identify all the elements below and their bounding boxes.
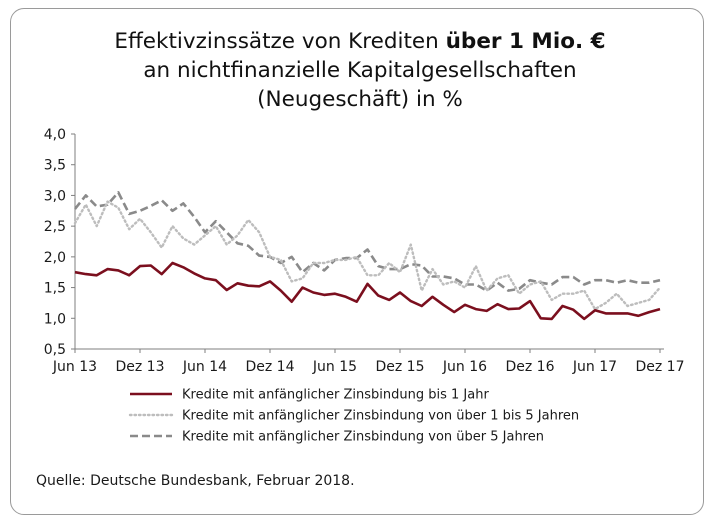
chart-title: Effektivzinssätze von Krediten über 1 Mi… xyxy=(20,27,700,114)
source-note: Quelle: Deutsche Bundesbank, Februar 201… xyxy=(36,473,355,489)
y-tick-label: 2,0 xyxy=(44,250,66,266)
series-line-3 xyxy=(73,191,661,292)
series-line-2 xyxy=(73,200,662,311)
chart-frame xyxy=(10,8,704,515)
x-tick-label: Jun 14 xyxy=(182,359,227,375)
title-line-1: Effektivzinssätze von Krediten über 1 Mi… xyxy=(20,27,700,56)
legend-label-1: Kredite mit anfänglicher Zinsbindung bis… xyxy=(182,388,489,403)
legend-label-2: Kredite mit anfänglicher Zinsbindung von… xyxy=(182,409,579,424)
y-tick-label: 3,0 xyxy=(44,188,66,204)
y-tick-label: 1,0 xyxy=(44,311,66,327)
title-line-2: an nichtfinanzielle Kapitalgesellschafte… xyxy=(143,58,577,83)
y-tick-label: 4,0 xyxy=(44,127,66,143)
legend-label-3: Kredite mit anfänglicher Zinsbindung von… xyxy=(182,430,544,445)
title-line-3: (Neugeschäft) in % xyxy=(257,87,463,112)
x-tick-label: Dez 15 xyxy=(375,359,424,375)
x-tick-label: Dez 16 xyxy=(505,359,554,375)
y-tick-label: 0,5 xyxy=(44,342,66,358)
series-line-1 xyxy=(74,261,661,321)
title-line-1-regular: Effektivzinssätze von Krediten xyxy=(114,29,446,54)
x-tick-label: Jun 17 xyxy=(572,359,617,375)
x-tick-label: Jun 16 xyxy=(442,359,487,375)
x-tick-label: Dez 17 xyxy=(635,359,684,375)
y-tick-label: 1,5 xyxy=(44,281,66,297)
y-tick-label: 3,5 xyxy=(44,158,66,174)
y-tick-label: 2,5 xyxy=(44,219,66,235)
x-tick-label: Dez 14 xyxy=(245,359,294,375)
x-tick-label: Jun 13 xyxy=(52,359,97,375)
x-tick-label: Dez 13 xyxy=(115,359,164,375)
title-line-1-bold: über 1 Mio. € xyxy=(445,29,606,54)
x-tick-label: Jun 15 xyxy=(312,359,357,375)
